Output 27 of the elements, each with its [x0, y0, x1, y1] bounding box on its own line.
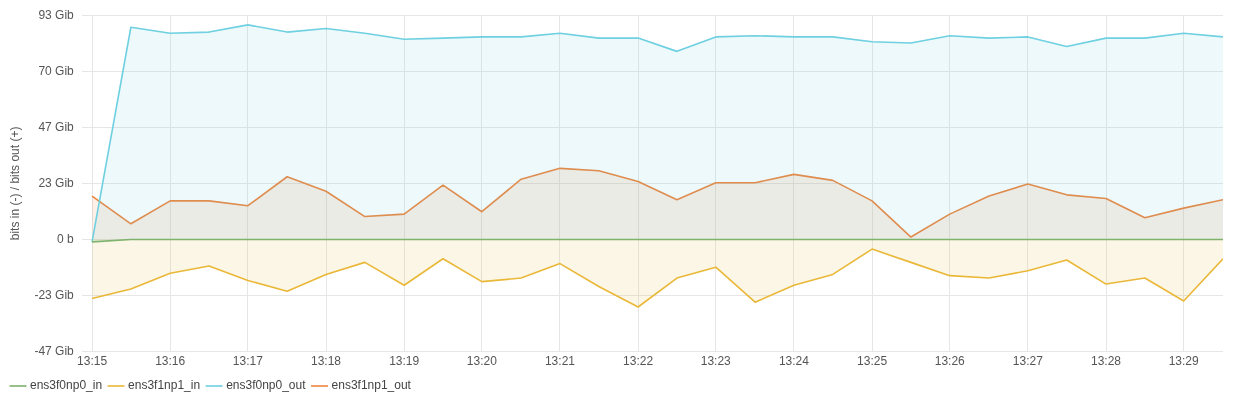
x-tick-label: 13:24: [778, 354, 810, 369]
x-tick-label: 13:29: [1168, 354, 1200, 369]
y-tick-label: -23 Gib: [34, 287, 75, 302]
y-tick-label: 23 Gib: [38, 175, 75, 190]
x-tick-label: 13:28: [1091, 354, 1122, 369]
x-tick-label: 13:21: [544, 354, 576, 369]
x-tick-label: 13:27: [1012, 354, 1044, 369]
x-tick-label: 13:20: [466, 354, 498, 369]
legend-label: ens3f0np0_in: [30, 378, 103, 393]
x-tick-label: 13:25: [857, 354, 888, 369]
legend-label: ens3f0np0_out: [226, 378, 307, 393]
x-tick-label: 13:19: [389, 354, 420, 369]
y-tick-label: -47 Gib: [34, 343, 75, 358]
x-tick-label: 13:22: [623, 354, 654, 369]
y-axis-title: bits in (-) / bits out (+): [7, 126, 22, 241]
legend-label: ens3f1np1_out: [331, 378, 412, 393]
x-tick-label: 13:16: [155, 354, 186, 369]
y-tick-label: 70 Gib: [38, 63, 75, 78]
x-tick-label: 13:15: [77, 354, 108, 369]
legend-label: ens3f1np1_in: [128, 378, 201, 393]
y-tick-label: 47 Gib: [38, 119, 75, 134]
x-tick-label: 13:18: [310, 354, 342, 369]
y-tick-label: 0 b: [57, 231, 75, 246]
x-tick-label: 13:26: [934, 354, 966, 369]
x-tick-label: 13:17: [232, 354, 264, 369]
y-tick-label: 93 Gib: [38, 7, 75, 22]
x-tick-label: 13:23: [700, 354, 732, 369]
